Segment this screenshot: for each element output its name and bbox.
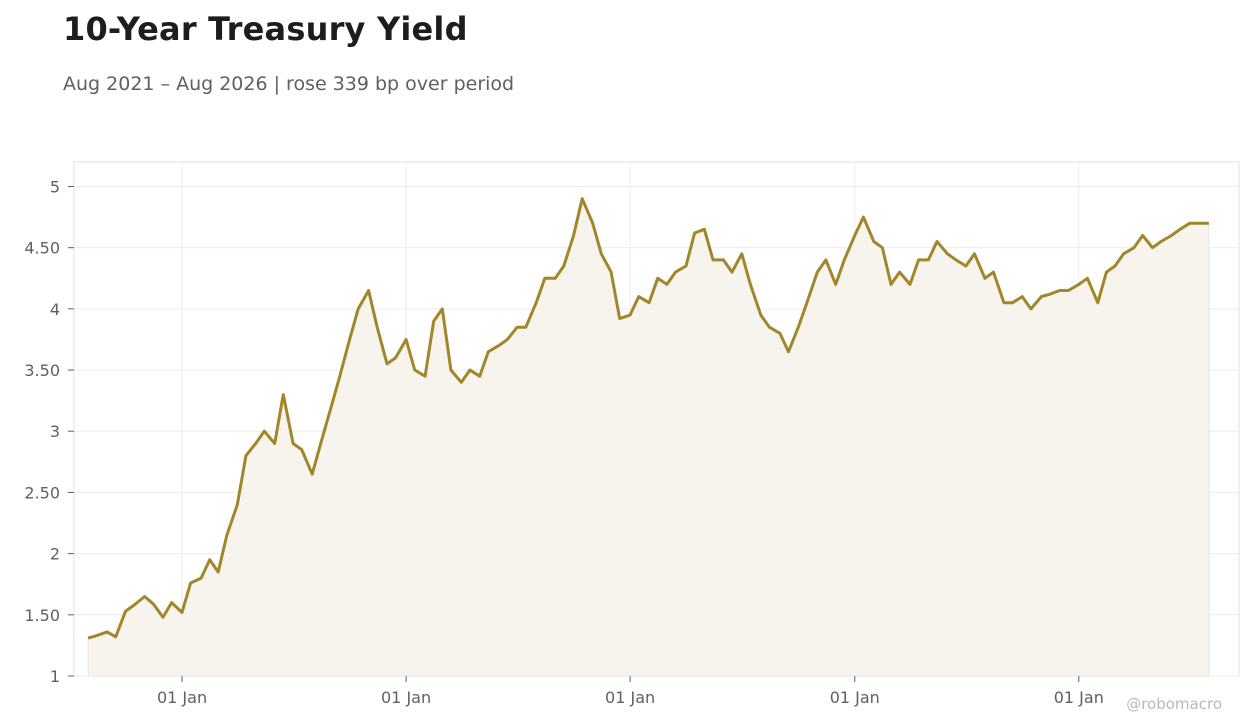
chart-subtitle: Aug 2021 – Aug 2026 | rose 339 bp over p…: [63, 73, 515, 95]
y-tick-label: 1: [50, 667, 60, 686]
watermark: @robomacro: [1126, 695, 1222, 713]
y-tick-label: 2.50: [24, 483, 60, 502]
yield-line: [87, 197, 1209, 640]
x-tick-label: 01 Jan: [157, 688, 207, 707]
x-tick-label: 01 Jan: [605, 688, 655, 707]
x-tick-label: 01 Jan: [381, 688, 431, 707]
x-tick-label: 01 Jan: [830, 688, 880, 707]
x-tick-label: 01 Jan: [1054, 688, 1104, 707]
y-tick-label: 3.50: [24, 361, 60, 380]
chart-title: 10-Year Treasury Yield: [63, 10, 468, 48]
y-tick-label: 3: [50, 422, 60, 441]
y-axis: 1 1.50 2 2.50 3 3.50 4 4.50 5: [24, 177, 74, 686]
y-tick-label: 1.50: [24, 606, 60, 625]
y-tick-label: 4: [50, 300, 60, 319]
y-tick-label: 5: [50, 177, 60, 196]
y-tick-label: 4.50: [24, 239, 60, 258]
y-tick-label: 2: [50, 545, 60, 564]
x-axis: 01 Jan 01 Jan 01 Jan 01 Jan 01 Jan: [157, 676, 1104, 707]
